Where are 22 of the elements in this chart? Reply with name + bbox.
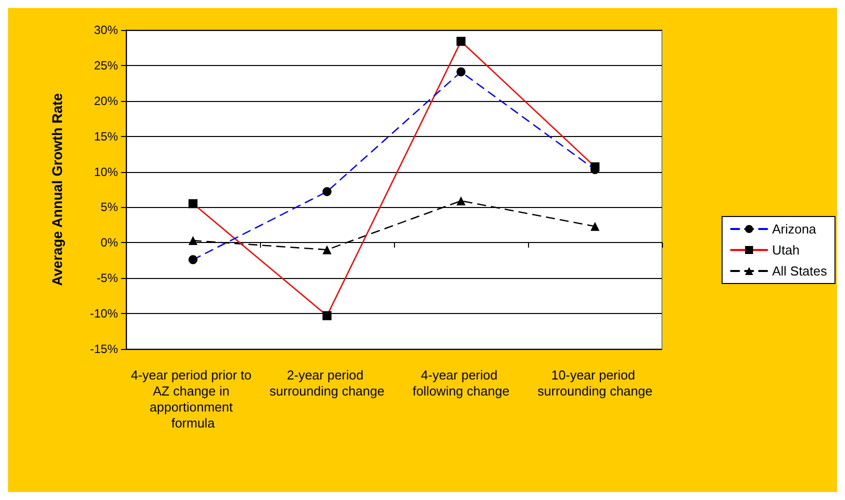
x-tick-label: 4-year period following change <box>412 368 510 398</box>
y-tick-label: -10% <box>90 306 118 321</box>
y-tick-label: -15% <box>90 342 118 356</box>
y-tick-label: 30% <box>94 23 118 37</box>
point <box>456 196 466 206</box>
x-tick-label: 2-year period surrounding change <box>270 368 384 398</box>
point <box>188 236 198 246</box>
point <box>590 222 600 231</box>
y-tick-label: 5% <box>100 200 118 214</box>
legend-label: Utah <box>772 242 800 258</box>
point <box>322 245 332 254</box>
x-tick-label: 10-year period surrounding change <box>538 368 652 398</box>
y-tick-label: 15% <box>94 129 118 144</box>
y-tick-label: 25% <box>94 58 118 72</box>
y-axis-title: Average Annual Growth Rate <box>49 92 65 286</box>
legend-label: All States <box>772 264 828 278</box>
y-tick-label: -5% <box>96 271 118 286</box>
y-tick-label: 0% <box>100 236 118 250</box>
y-tick-label: 20% <box>94 94 118 108</box>
x-tick-label: 4-year period prior to AZ change in apportionment formula <box>130 368 256 430</box>
y-tick-label: 10% <box>94 164 118 179</box>
legend-label: Arizona <box>772 222 817 236</box>
